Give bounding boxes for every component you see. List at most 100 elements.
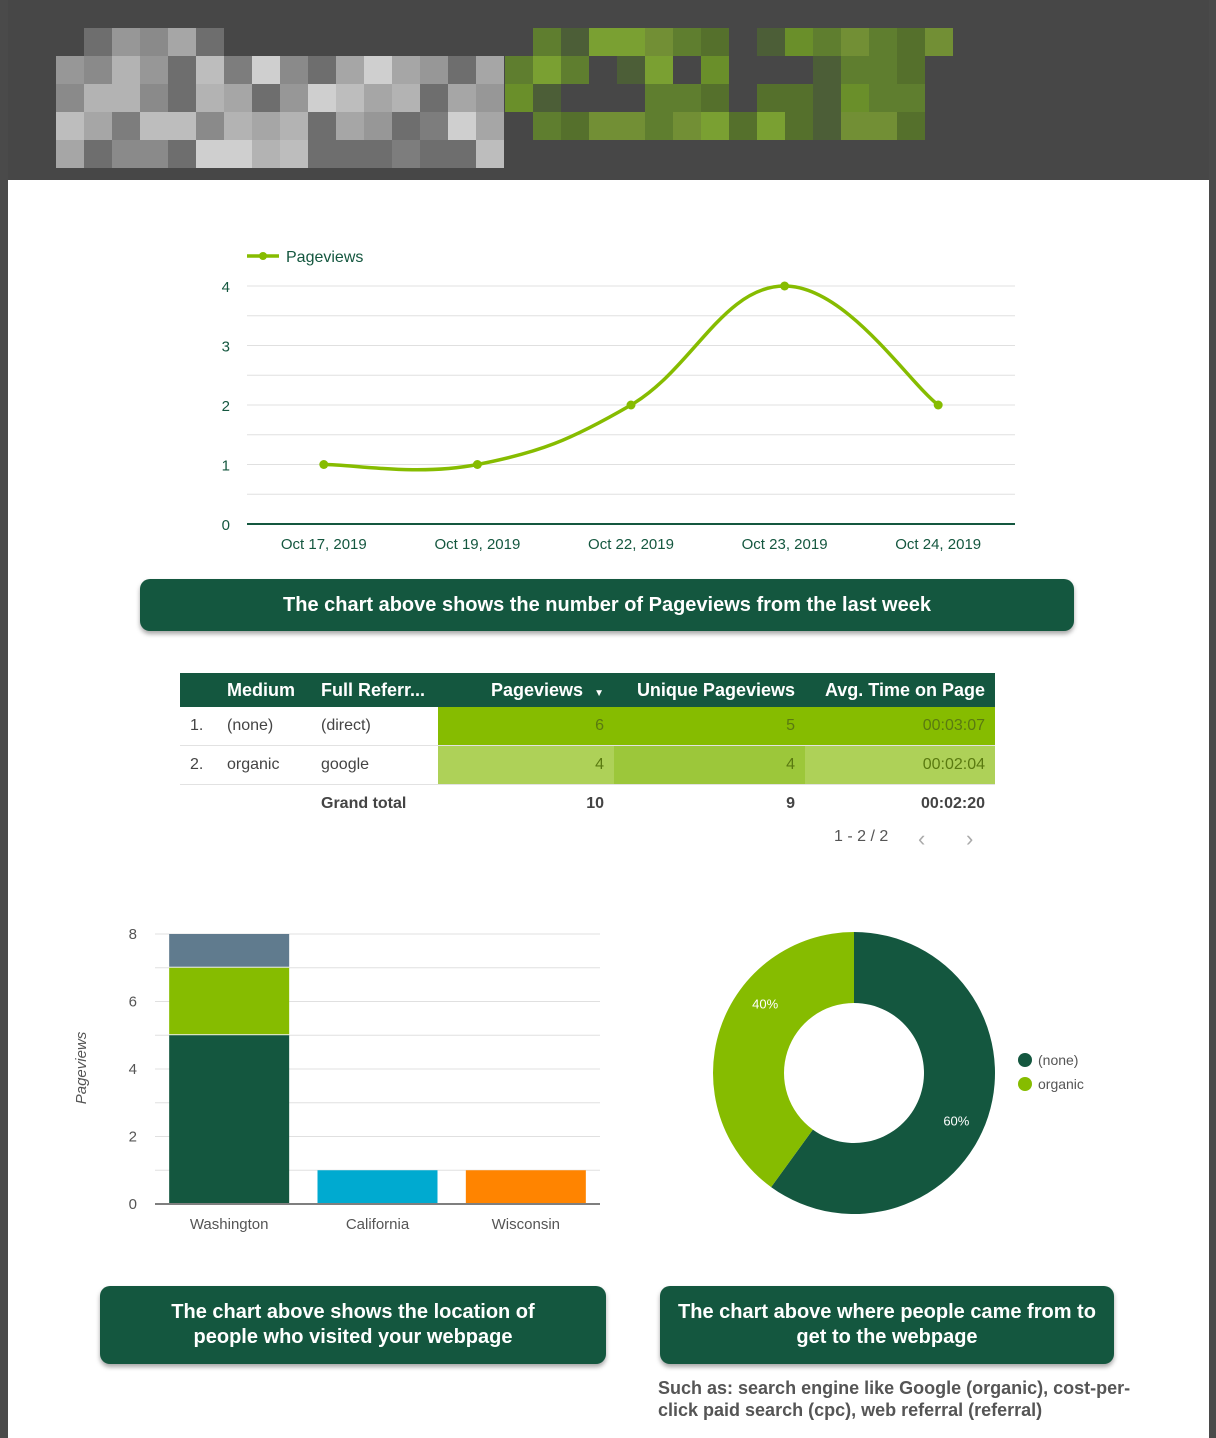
redacted-pixel bbox=[56, 140, 84, 168]
cell-pageviews: 4 bbox=[438, 745, 614, 785]
bar-segment bbox=[169, 967, 290, 1035]
y-tick-label: 1 bbox=[222, 458, 230, 475]
redacted-pixel bbox=[757, 84, 785, 112]
redacted-pixel bbox=[869, 56, 897, 84]
data-point bbox=[933, 400, 943, 410]
redacted-pixel bbox=[196, 112, 224, 140]
cell-unique-pageviews: 4 bbox=[614, 745, 805, 785]
redacted-pixel bbox=[448, 56, 476, 84]
frame-right bbox=[1209, 0, 1216, 1438]
redacted-pixel bbox=[645, 56, 673, 84]
table-row: 1. (none) (direct) 6 5 00:03:07 bbox=[180, 707, 995, 746]
donut-caption-line-2: get to the webpage bbox=[796, 1326, 978, 1348]
redacted-pixel bbox=[757, 28, 785, 56]
medium-donut-chart: 60% 40% (none) organic bbox=[713, 932, 1084, 1214]
redacted-pixel bbox=[673, 84, 701, 112]
redacted-pixel bbox=[280, 84, 308, 112]
redacted-pixel bbox=[785, 28, 813, 56]
redacted-pixel bbox=[140, 112, 168, 140]
y-tick-label: 4 bbox=[222, 279, 230, 296]
header-unique-pageviews[interactable]: Unique Pageviews bbox=[614, 673, 805, 707]
redacted-pixel bbox=[84, 84, 112, 112]
x-tick-label: California bbox=[346, 1216, 410, 1233]
redacted-pixel bbox=[420, 56, 448, 84]
redacted-pixel bbox=[589, 28, 617, 56]
bar-segment bbox=[465, 1170, 586, 1203]
grand-total-row: Grand total 10 9 00:02:20 bbox=[180, 785, 995, 824]
x-tick-label: Oct 24, 2019 bbox=[895, 536, 981, 553]
redacted-pixel bbox=[561, 28, 589, 56]
y-tick-label: 0 bbox=[129, 1196, 137, 1213]
redacted-pixel bbox=[280, 56, 308, 84]
referrer-table: Medium Full Referr... Pageviews ▼ Unique… bbox=[180, 673, 995, 823]
redacted-pixel bbox=[392, 84, 420, 112]
cell-avg-time: 00:02:04 bbox=[805, 745, 995, 785]
pageviews-line-chart: 0 1 2 3 4 Oct 17, 2019 Oct 19, 2019 Oct 22, 20… bbox=[222, 249, 1015, 553]
cell-medium: organic bbox=[217, 745, 311, 785]
redacted-pixel bbox=[673, 28, 701, 56]
redacted-pixel bbox=[364, 140, 392, 168]
header-avg-time-on-page[interactable]: Avg. Time on Page bbox=[805, 673, 995, 707]
redacted-pixel bbox=[841, 84, 869, 112]
grand-total-pageviews: 10 bbox=[586, 795, 604, 812]
frame-left bbox=[0, 0, 8, 1438]
redacted-pixel bbox=[196, 28, 224, 56]
cell-referrer: google bbox=[311, 745, 438, 785]
redacted-pixel bbox=[420, 112, 448, 140]
bar-chart-caption: The chart above shows the location of pe… bbox=[100, 1286, 606, 1364]
chevron-left-icon[interactable]: ‹ bbox=[918, 826, 926, 851]
x-tick-label: Oct 17, 2019 bbox=[281, 536, 367, 553]
legend-marker bbox=[259, 252, 267, 260]
cell-pageviews: 6 bbox=[438, 707, 614, 746]
header-pageviews[interactable]: Pageviews ▼ bbox=[438, 673, 614, 707]
redacted-pixel bbox=[533, 56, 561, 84]
redacted-pixel bbox=[280, 140, 308, 168]
header-medium[interactable]: Medium bbox=[217, 673, 311, 707]
redacted-pixel bbox=[196, 56, 224, 84]
legend-label-pageviews: Pageviews bbox=[286, 249, 363, 266]
legend-swatch bbox=[1018, 1053, 1032, 1067]
header-full-referrer[interactable]: Full Referr... bbox=[311, 673, 438, 707]
bar-caption-line-1: The chart above shows the location of bbox=[171, 1301, 535, 1323]
redacted-pixel bbox=[252, 56, 280, 84]
data-point bbox=[472, 460, 482, 469]
table-header-row: Medium Full Referr... Pageviews ▼ Unique… bbox=[180, 673, 995, 707]
redacted-pixel bbox=[168, 28, 196, 56]
redacted-pixel bbox=[869, 112, 897, 140]
redacted-pixel bbox=[617, 56, 645, 84]
bar-segment bbox=[169, 1035, 290, 1203]
redacted-pixel bbox=[224, 140, 252, 168]
redacted-pixel bbox=[897, 112, 925, 140]
chevron-right-icon[interactable]: › bbox=[966, 826, 974, 851]
grand-total-avg-time: 00:02:20 bbox=[920, 795, 985, 812]
redacted-pixel bbox=[196, 84, 224, 112]
redacted-pixel bbox=[925, 28, 953, 56]
redacted-pixel bbox=[84, 28, 112, 56]
report-header bbox=[0, 0, 1216, 180]
redacted-pixel bbox=[813, 28, 841, 56]
location-bar-chart: 0 2 4 6 8 Washington California Wisconsin Page… bbox=[73, 926, 600, 1233]
bar-segment bbox=[169, 934, 290, 967]
header-index bbox=[180, 673, 217, 707]
redacted-pixel bbox=[561, 56, 589, 84]
redacted-pixel bbox=[308, 112, 336, 140]
y-tick-label: 2 bbox=[129, 1129, 137, 1146]
redacted-pixel bbox=[617, 28, 645, 56]
table-row: 2. organic google 4 4 00:02:04 bbox=[180, 745, 995, 785]
redacted-pixel bbox=[617, 112, 645, 140]
y-tick-label: 4 bbox=[129, 1061, 137, 1078]
redacted-pixel bbox=[252, 84, 280, 112]
source-note-line-1: Such as: search engine like Google (orga… bbox=[658, 1378, 1131, 1398]
data-point bbox=[780, 281, 790, 291]
redacted-pixel bbox=[84, 140, 112, 168]
x-tick-label: Oct 23, 2019 bbox=[742, 536, 828, 553]
donut-chart-caption: The chart above where people came from t… bbox=[660, 1286, 1114, 1364]
x-tick-label: Oct 22, 2019 bbox=[588, 536, 674, 553]
redacted-pixel bbox=[448, 140, 476, 168]
redacted-pixel bbox=[56, 112, 84, 140]
redacted-pixel bbox=[785, 112, 813, 140]
redacted-pixel bbox=[112, 84, 140, 112]
redacted-pixel bbox=[420, 140, 448, 168]
redacted-pixel bbox=[841, 56, 869, 84]
sort-down-icon: ▼ bbox=[594, 687, 604, 699]
